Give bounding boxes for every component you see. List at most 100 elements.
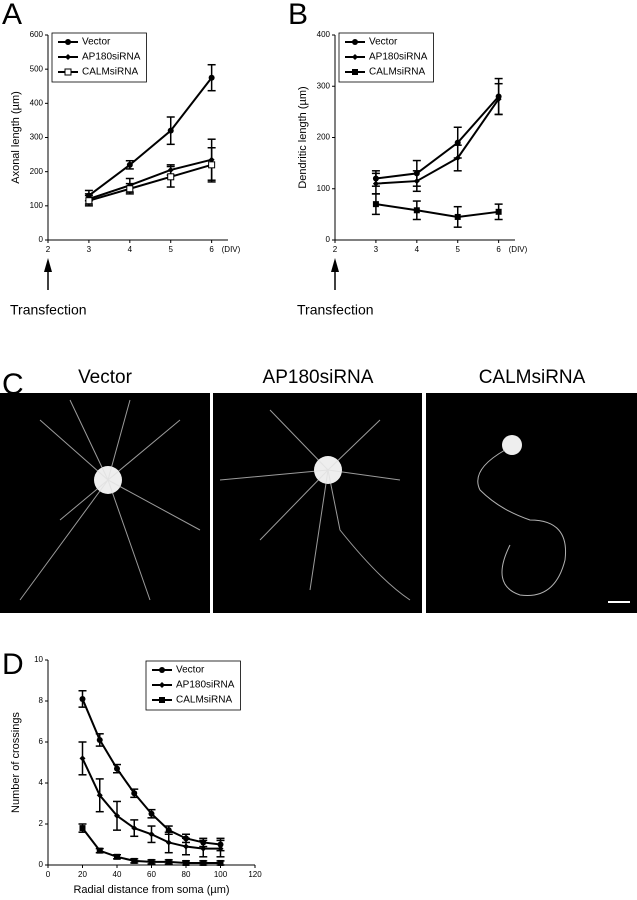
y-tick-label: 500 [30, 64, 44, 73]
y-tick-label: 300 [317, 81, 331, 90]
data-point [85, 197, 93, 205]
panel-label: A [2, 0, 22, 31]
x-tick-label: 20 [78, 870, 87, 879]
data-point [96, 847, 103, 854]
panel-title: Vector [78, 367, 133, 388]
data-point [114, 765, 120, 772]
data-point [454, 213, 461, 220]
legend-box [145, 660, 241, 711]
x-tick-label: 6 [496, 245, 501, 254]
arrow-head [44, 258, 52, 272]
y-tick-label: 0 [326, 235, 331, 244]
data-point [167, 127, 174, 134]
y-tick-label: 6 [39, 737, 44, 746]
y-axis-label: Number of crossings [10, 712, 22, 813]
y-tick-label: 300 [30, 133, 44, 142]
x-tick-label: 3 [374, 245, 379, 254]
series-line [375, 95, 500, 180]
data-point [148, 831, 155, 838]
legend-marker [352, 54, 358, 60]
data-point [454, 155, 461, 161]
legend-marker [65, 54, 71, 60]
y-tick-label: 8 [39, 696, 44, 705]
legend-label: CALMsiRNA [176, 695, 232, 706]
legend-marker [65, 39, 71, 45]
data-point [200, 859, 207, 866]
x-tick-label: 5 [169, 245, 174, 254]
y-tick-label: 2 [39, 819, 44, 828]
x-tick-label: 60 [147, 870, 156, 879]
x-axis-label: Radial distance from soma (µm) [73, 884, 229, 896]
annotation: Transfection [10, 302, 87, 318]
panel-label: D [2, 648, 24, 681]
data-point [131, 825, 138, 832]
data-point [79, 825, 86, 832]
legend-marker [159, 667, 165, 673]
series-line [88, 163, 212, 202]
y-tick-label: 100 [30, 201, 44, 210]
data-point [131, 857, 138, 864]
data-point [208, 161, 216, 169]
y-tick-label: 0 [39, 235, 44, 244]
data-point [372, 201, 379, 208]
y-tick-label: 200 [317, 133, 331, 142]
x-tick-label: 4 [128, 245, 133, 254]
data-point [148, 858, 155, 865]
legend-marker [159, 682, 165, 688]
data-point [217, 859, 224, 866]
data-point [183, 859, 189, 866]
y-tick-label: 400 [317, 30, 331, 39]
x-tick-label: 100 [214, 870, 228, 879]
x-tick-label: 4 [415, 245, 420, 254]
data-point [413, 178, 420, 185]
series-line [88, 77, 213, 197]
data-point [165, 858, 172, 865]
series-line [88, 158, 212, 200]
data-point [454, 139, 461, 146]
legend-box [51, 32, 147, 83]
y-tick-label: 10 [34, 655, 43, 664]
legend-label: AP180siRNA [176, 680, 235, 691]
micrograph [213, 393, 422, 613]
x-tick-label: 80 [182, 870, 191, 879]
legend-marker [352, 39, 358, 45]
legend-label: Vector [369, 37, 398, 48]
data-point [96, 736, 103, 743]
panel-title: AP180siRNA [263, 367, 374, 388]
data-point [96, 792, 103, 799]
y-axis-label: Axonal length (µm) [10, 91, 22, 184]
data-point [413, 207, 420, 214]
x-tick-label: 6 [209, 245, 214, 254]
data-point [126, 185, 134, 193]
data-point [208, 74, 215, 81]
y-tick-label: 600 [30, 30, 44, 39]
y-tick-label: 0 [39, 860, 44, 869]
x-tick-label: 2 [333, 245, 338, 254]
series-line [375, 203, 499, 218]
x-tick-label: 3 [87, 245, 92, 254]
y-tick-label: 100 [317, 184, 331, 193]
data-point [200, 845, 207, 852]
y-axis-label: Dendritic length (µm) [297, 86, 309, 188]
legend-box [338, 32, 434, 83]
panel-title: CALMsiRNA [479, 367, 586, 388]
x-axis-label: (DIV) [222, 245, 241, 254]
panel-label: C [2, 368, 24, 401]
legend-label: AP180siRNA [369, 52, 428, 63]
legend-label: AP180siRNA [82, 52, 141, 63]
data-point [495, 96, 502, 103]
x-tick-label: 40 [113, 870, 122, 879]
y-tick-label: 200 [30, 167, 44, 176]
x-tick-label: 120 [248, 870, 262, 879]
legend-marker [352, 69, 358, 75]
data-point [114, 853, 120, 860]
micrograph [0, 393, 210, 613]
x-axis-label: (DIV) [509, 245, 528, 254]
x-tick-label: 2 [46, 245, 51, 254]
data-point [183, 843, 189, 850]
data-point [148, 810, 155, 817]
data-point [114, 812, 120, 819]
data-point [495, 208, 502, 215]
y-tick-label: 4 [39, 778, 44, 787]
